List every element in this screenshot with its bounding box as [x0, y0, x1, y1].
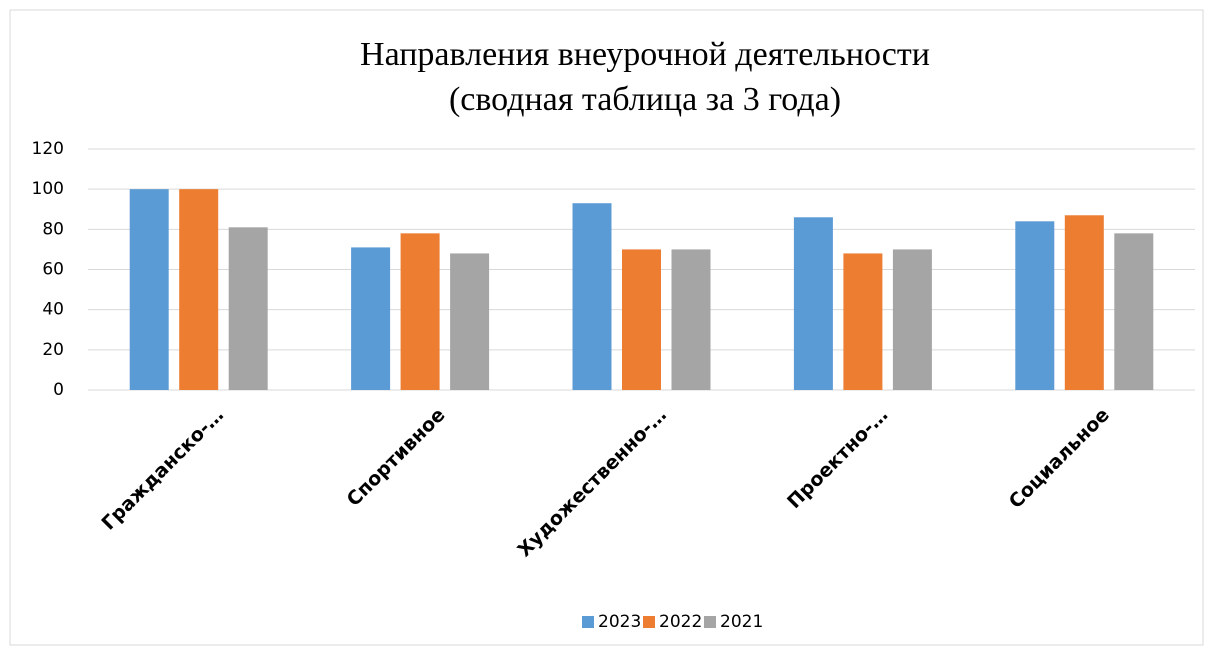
y-tick-label: 40 [42, 300, 64, 320]
legend-label: 2022 [659, 612, 702, 632]
legend-swatch [704, 616, 716, 628]
bar [622, 249, 661, 390]
y-tick-label: 80 [42, 219, 64, 239]
bar [572, 203, 612, 390]
bar [228, 227, 268, 390]
bar [843, 253, 883, 390]
bar [351, 247, 391, 390]
bar [450, 253, 490, 390]
y-tick-label: 100 [32, 179, 64, 199]
bar [1015, 221, 1055, 390]
chart-title: Направления внеурочной деятельности [360, 36, 930, 73]
bar [892, 249, 932, 390]
legend-label: 2021 [720, 612, 763, 632]
bar [400, 233, 440, 390]
y-tick-label: 60 [42, 260, 64, 280]
bar [1114, 233, 1154, 390]
y-tick-label: 0 [53, 380, 64, 400]
legend-label: 2023 [598, 612, 641, 632]
legend-swatch [582, 616, 594, 628]
y-tick-label: 120 [32, 139, 64, 159]
bar [129, 189, 169, 390]
bar [1064, 215, 1104, 390]
y-tick-label: 20 [42, 340, 64, 360]
chart-title: (сводная таблица за 3 года) [449, 81, 841, 118]
bar [179, 189, 219, 390]
legend-swatch [643, 616, 655, 628]
bar [671, 249, 711, 390]
bar [793, 217, 833, 390]
